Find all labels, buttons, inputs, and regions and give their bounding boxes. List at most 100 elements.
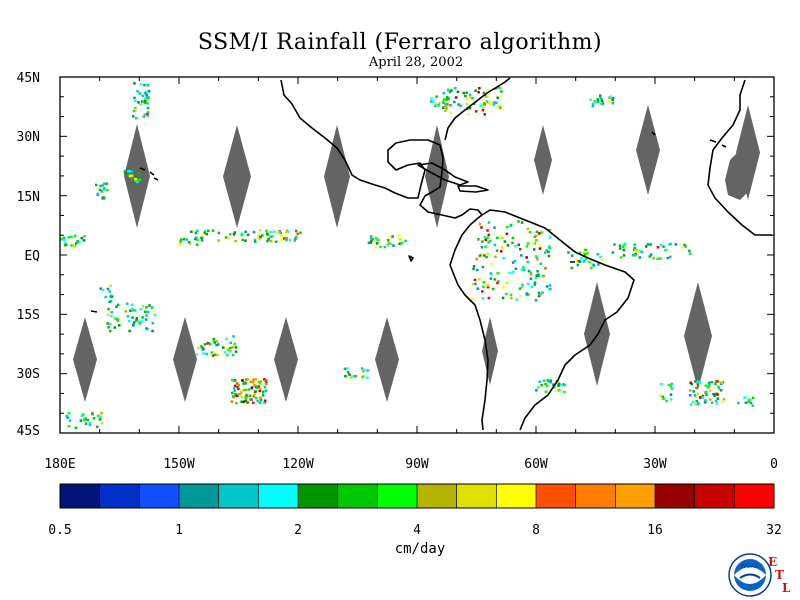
rain-pixel	[131, 309, 135, 312]
rain-pixel	[592, 264, 596, 267]
lon-label-90w: 90W	[405, 457, 429, 472]
rain-pixel	[472, 267, 475, 271]
rain-pixel	[518, 287, 522, 290]
rain-pixel	[696, 402, 700, 406]
rain-pixel	[351, 375, 354, 378]
rain-pixel	[129, 309, 132, 312]
rain-pixel	[88, 421, 92, 425]
rain-pixel	[618, 244, 622, 247]
rain-pixel	[469, 96, 472, 99]
rain-pixel	[257, 380, 261, 384]
rain-pixel	[478, 222, 482, 226]
rain-pixel	[83, 235, 86, 238]
rain-pixel	[710, 380, 714, 384]
rain-pixel	[597, 100, 600, 104]
rain-pixel	[146, 111, 150, 114]
rain-pixel	[74, 234, 77, 238]
rain-pixel	[138, 322, 141, 325]
rain-pixel	[133, 82, 136, 85]
rain-pixel	[529, 271, 532, 274]
rain-pixel	[144, 113, 148, 117]
rain-pixel	[109, 323, 112, 326]
rain-pixel	[383, 245, 387, 249]
rain-pixel	[631, 253, 635, 257]
rain-pixel	[81, 413, 85, 416]
rain-pixel	[236, 394, 239, 398]
rain-pixel	[511, 261, 515, 264]
rain-pixel	[535, 274, 538, 277]
rain-pixel	[694, 380, 697, 383]
rain-pixel	[109, 284, 112, 288]
rain-pixel	[64, 243, 68, 246]
rain-pixel	[62, 238, 65, 241]
rain-pixel	[252, 401, 255, 405]
rain-pixel	[502, 286, 505, 289]
rain-pixel	[130, 303, 134, 306]
rain-pixel	[346, 371, 350, 374]
rain-pixel	[588, 260, 591, 264]
rain-pixel	[621, 245, 625, 249]
rain-pixel	[60, 237, 63, 241]
rain-pixel	[707, 381, 711, 385]
rain-pixel	[482, 91, 486, 95]
map-date: April 28, 2002	[368, 55, 464, 70]
rain-pixel	[511, 241, 514, 245]
rain-pixel	[718, 381, 722, 384]
rain-pixel	[146, 84, 149, 87]
rain-pixel	[537, 294, 541, 298]
lat-label-30n: 30N	[16, 130, 40, 145]
rain-pixel	[496, 236, 499, 240]
rain-pixel	[146, 102, 149, 105]
rain-pixel	[143, 83, 146, 87]
colorbar-box	[536, 484, 577, 508]
rain-pixel	[374, 245, 378, 248]
rain-pixel	[709, 398, 712, 401]
rain-pixel	[190, 230, 193, 234]
rain-pixel	[549, 287, 552, 291]
rain-pixel	[82, 418, 86, 422]
colorbar-box	[377, 484, 418, 508]
rain-pixel	[205, 232, 209, 236]
rain-pixel	[201, 346, 204, 350]
rain-pixel	[549, 380, 552, 384]
rain-pixel	[127, 170, 130, 173]
rain-pixel	[464, 94, 467, 98]
rain-pixel	[253, 383, 256, 387]
colorbar-tick-5: 16	[647, 523, 663, 538]
rain-pixel	[443, 98, 446, 101]
rain-pixel	[684, 245, 687, 248]
rain-pixel	[749, 401, 753, 405]
rain-pixel	[76, 240, 79, 243]
rain-pixel	[492, 103, 496, 106]
rain-pixel	[462, 91, 465, 95]
rain-pixel	[494, 87, 498, 90]
rain-pixel	[509, 224, 513, 227]
rain-pixel	[539, 262, 542, 265]
rain-pixel	[578, 260, 582, 263]
rain-pixel	[262, 390, 265, 393]
rain-pixel	[144, 101, 147, 104]
rain-pixel	[145, 314, 148, 317]
rain-pixel	[229, 233, 232, 236]
rain-pixel	[544, 382, 547, 386]
rain-pixel	[706, 386, 710, 389]
colorbar-box	[615, 484, 656, 508]
rain-pixel	[285, 238, 288, 242]
rain-pixel	[481, 240, 484, 243]
rain-pixel	[648, 255, 651, 258]
rain-pixel	[442, 106, 445, 109]
no-data-swath	[534, 125, 552, 195]
rain-pixel	[639, 250, 642, 253]
rain-pixel	[140, 320, 143, 323]
rain-pixel	[520, 268, 524, 271]
rain-pixel	[547, 250, 550, 254]
rain-pixel	[237, 387, 240, 391]
rain-pixel	[468, 93, 472, 97]
rain-pixel	[474, 89, 477, 92]
rain-pixel	[234, 394, 238, 397]
rain-pixel	[594, 101, 597, 104]
rain-pixel	[138, 92, 141, 95]
rain-pixel	[148, 304, 151, 307]
rain-pixel	[344, 374, 347, 378]
rain-pixel	[538, 244, 542, 247]
